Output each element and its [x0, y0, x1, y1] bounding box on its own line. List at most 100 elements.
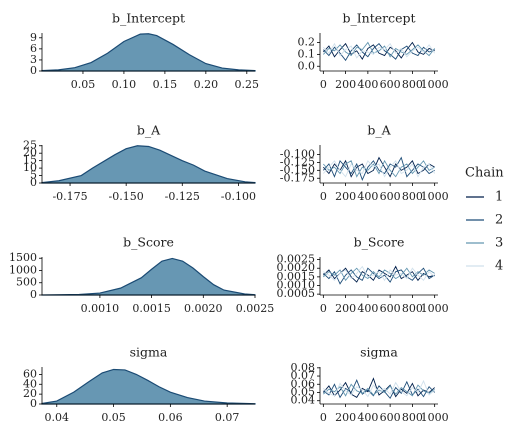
x-tick-label: 0 — [320, 190, 327, 203]
y-tick-label: 20 — [23, 146, 37, 159]
x-tick-label: 0.0025 — [236, 302, 275, 315]
y-tick-label: 10 — [23, 161, 37, 174]
x-tick-label: 600 — [380, 302, 401, 315]
x-tick-label: 200 — [335, 190, 356, 203]
x-tick-label: 0.0015 — [132, 302, 171, 315]
x-tick-label: 1000 — [421, 190, 449, 203]
y-tick-label: 0.0020 — [277, 261, 316, 274]
panel-title: b_Score — [123, 235, 174, 250]
x-tick-label: 400 — [357, 78, 378, 91]
x-tick-label: 0 — [320, 78, 327, 91]
trace-line — [323, 41, 436, 58]
trace-line — [323, 383, 435, 397]
x-tick-label: 400 — [357, 411, 378, 424]
panel-title: b_Intercept — [112, 11, 185, 26]
trace-line — [323, 160, 436, 178]
y-tick-label: 0.0015 — [277, 270, 316, 283]
x-tick-label: 0.07 — [215, 411, 240, 424]
trace-line — [323, 379, 435, 398]
x-tick-label: 600 — [380, 190, 401, 203]
x-tick-label: 600 — [380, 78, 401, 91]
y-tick-label: -0.175 — [280, 171, 315, 184]
y-tick-label: 3 — [30, 53, 37, 66]
x-tick-label: 0.15 — [153, 78, 178, 91]
panel-title: sigma — [130, 345, 168, 360]
trace-line — [323, 42, 436, 59]
x-tick-label: 800 — [402, 302, 423, 315]
x-tick-label: 1000 — [421, 302, 449, 315]
x-tick-label: 0.06 — [158, 411, 183, 424]
legend-label: 3 — [495, 236, 503, 251]
x-tick-label: 0.20 — [194, 78, 219, 91]
y-tick-label: 500 — [16, 276, 37, 289]
panel-title: b_A — [367, 123, 391, 138]
y-tick-label: 1500 — [9, 251, 37, 264]
x-tick-label: 0.10 — [112, 78, 137, 91]
y-tick-label: 9 — [30, 31, 37, 44]
y-tick-label: 15 — [23, 154, 37, 167]
legend-label: 2 — [495, 213, 503, 228]
trace-line — [323, 159, 435, 178]
y-tick-label: 20 — [23, 387, 37, 400]
panel-title: b_Intercept — [342, 11, 415, 26]
y-tick-label: 0.2 — [298, 36, 316, 49]
x-tick-label: 200 — [335, 302, 356, 315]
x-tick-label: 400 — [357, 190, 378, 203]
y-tick-label: 0.05 — [291, 385, 316, 398]
x-tick-label: 800 — [402, 78, 423, 91]
x-tick-label: 0.05 — [101, 411, 126, 424]
x-tick-label: -0.150 — [109, 190, 144, 203]
x-tick-label: -0.100 — [221, 190, 256, 203]
legend-label: 1 — [495, 190, 503, 205]
y-tick-label: 0 — [30, 176, 37, 189]
y-tick-label: -0.150 — [280, 163, 315, 176]
y-tick-label: -0.100 — [280, 148, 315, 161]
y-tick-label: 0.06 — [291, 377, 316, 390]
trace-line — [323, 43, 435, 62]
y-tick-label: 0.08 — [291, 361, 316, 374]
panel-title: sigma — [360, 345, 398, 360]
y-tick-label: 0.0005 — [277, 287, 316, 300]
y-tick-label: 0.0 — [298, 59, 316, 72]
y-tick-label: 0.0010 — [277, 279, 316, 292]
panel-title: b_A — [137, 123, 161, 138]
panel-title: b_Score — [354, 235, 405, 250]
x-tick-label: 600 — [380, 411, 401, 424]
x-tick-label: 0 — [320, 411, 327, 424]
trace-line — [323, 265, 435, 282]
x-tick-label: 0.0010 — [81, 302, 120, 315]
y-tick-label: 0 — [30, 288, 37, 301]
x-tick-label: 1000 — [421, 411, 449, 424]
y-tick-label: 6 — [30, 42, 37, 55]
y-tick-label: 0.0025 — [277, 253, 316, 266]
x-tick-label: 200 — [335, 411, 356, 424]
y-tick-label: 25 — [23, 139, 37, 152]
y-tick-label: 1000 — [9, 263, 37, 276]
x-tick-label: 800 — [402, 411, 423, 424]
trace-line — [323, 267, 435, 285]
y-tick-label: 0 — [30, 64, 37, 77]
x-tick-label: -0.175 — [52, 190, 87, 203]
x-tick-label: 0.04 — [45, 411, 70, 424]
legend-title: Chain — [465, 166, 504, 181]
x-tick-label: 800 — [402, 190, 423, 203]
x-tick-label: -0.125 — [165, 190, 200, 203]
x-tick-label: 0.25 — [235, 78, 260, 91]
legend-label: 4 — [495, 259, 503, 274]
x-tick-label: 1000 — [421, 78, 449, 91]
trace-line — [323, 156, 435, 182]
x-tick-label: 0 — [320, 302, 327, 315]
y-tick-label: -0.125 — [280, 155, 315, 168]
x-tick-label: 0.05 — [71, 78, 96, 91]
y-tick-label: 0 — [30, 397, 37, 410]
trace-line — [323, 265, 435, 283]
y-tick-label: 40 — [23, 377, 37, 390]
y-tick-label: 5 — [30, 169, 37, 182]
y-tick-label: 0.07 — [291, 369, 316, 382]
x-tick-label: 0.0020 — [184, 302, 223, 315]
y-tick-label: 60 — [23, 367, 37, 380]
x-tick-label: 400 — [357, 302, 378, 315]
y-tick-label: 0.1 — [298, 47, 316, 60]
